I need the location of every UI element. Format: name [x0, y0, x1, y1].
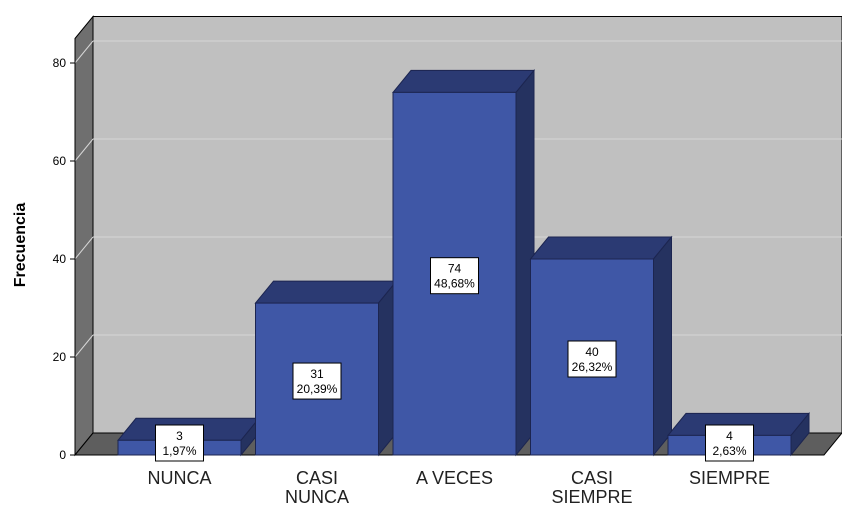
bar-top — [391, 69, 536, 93]
data-label-count: 3 — [176, 429, 183, 443]
bar-top — [529, 236, 673, 260]
data-label-percent: 2,63% — [712, 444, 746, 458]
y-tick-label: 40 — [53, 252, 67, 266]
x-tick-label: NUNCA — [147, 468, 211, 488]
data-label-box — [155, 424, 204, 462]
data-label-percent: 1,97% — [162, 444, 196, 458]
x-tick-label: NUNCA — [285, 487, 349, 505]
x-tick-label: CASI — [296, 468, 338, 488]
left-wall — [74, 15, 94, 457]
y-axis-label: Frecuencia — [12, 203, 29, 288]
gridline-side — [74, 138, 94, 162]
data-label-box — [292, 362, 342, 400]
data-label-percent: 26,32% — [572, 360, 613, 374]
x-tick-label: A VECES — [416, 468, 493, 488]
data-label-count: 4 — [726, 429, 733, 443]
bar-side — [653, 235, 672, 457]
data-label-box — [567, 340, 617, 378]
gridline-side — [74, 236, 94, 260]
bar-top — [254, 280, 398, 304]
data-label-box — [430, 257, 479, 295]
x-tick-label: SIEMPRE — [689, 468, 770, 488]
x-tick-label: SIEMPRE — [551, 487, 632, 505]
data-label-count: 40 — [585, 345, 599, 359]
data-label-count: 74 — [448, 262, 462, 276]
data-label-percent: 20,39% — [297, 382, 338, 396]
y-tick-label: 0 — [59, 448, 66, 462]
y-tick-label: 60 — [53, 154, 67, 168]
bar-1: 31,97% — [116, 416, 261, 462]
y-tick-label: 20 — [53, 350, 67, 364]
gridline-side — [74, 40, 94, 64]
y-tick-label: 80 — [53, 56, 67, 70]
x-tick-label: CASI — [571, 468, 613, 488]
data-label-count: 31 — [310, 367, 324, 381]
gridline-side — [74, 334, 94, 358]
y-axis: 0 20 40 60 80 — [53, 38, 76, 462]
bar-5: 42,63% — [666, 411, 811, 462]
data-label-percent: 48,68% — [434, 277, 475, 291]
data-label-box — [705, 424, 754, 462]
